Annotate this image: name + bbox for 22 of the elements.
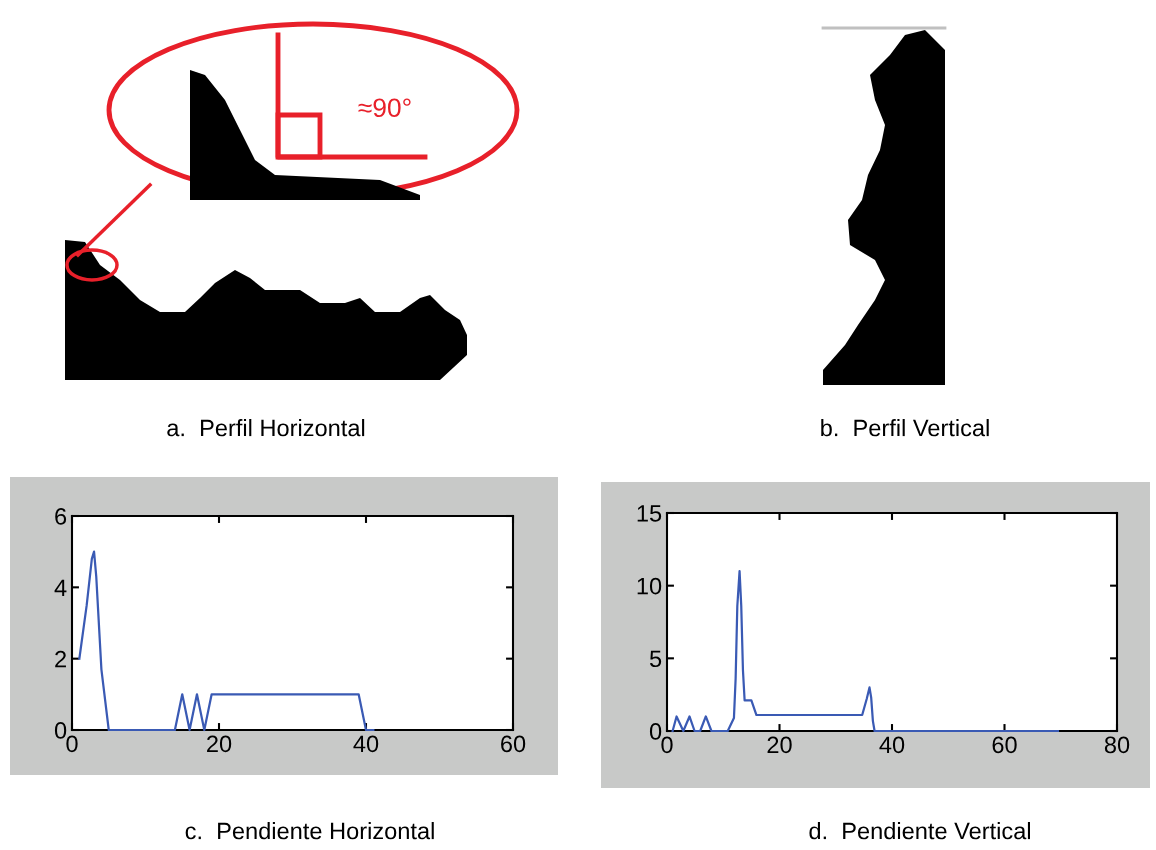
text: ≈90° — [358, 98, 411, 118]
y-tick-label: 2 — [55, 650, 66, 668]
x-tick-label: 20 — [207, 735, 232, 753]
y-tick-label: 10 — [637, 577, 662, 595]
y-tick-label: 15 — [637, 505, 662, 522]
x-tick-label: 60 — [992, 736, 1017, 754]
x-tick-label: 40 — [353, 735, 379, 753]
y-tick-label: 5 — [649, 650, 662, 668]
x-tick-label: 40 — [879, 736, 905, 754]
text: c. Pendiente Horizontal — [185, 821, 434, 840]
x-tick-label: 0 — [661, 736, 673, 754]
y-tick-label: 4 — [54, 579, 67, 596]
text: a. Perfil Horizontal — [167, 418, 365, 437]
x-tick-label: 20 — [767, 736, 792, 754]
x-tick-label: 60 — [501, 735, 526, 753]
y-tick-label: 0 — [54, 722, 67, 739]
x-tick-label: 0 — [66, 735, 78, 753]
y-tick-label: 6 — [55, 508, 67, 525]
text: b. Perfil Vertical — [821, 418, 989, 437]
x-tick-label: 80 — [1104, 736, 1130, 754]
text: d. Pendiente Vertical — [809, 821, 1030, 840]
y-tick-label: 0 — [649, 723, 662, 740]
